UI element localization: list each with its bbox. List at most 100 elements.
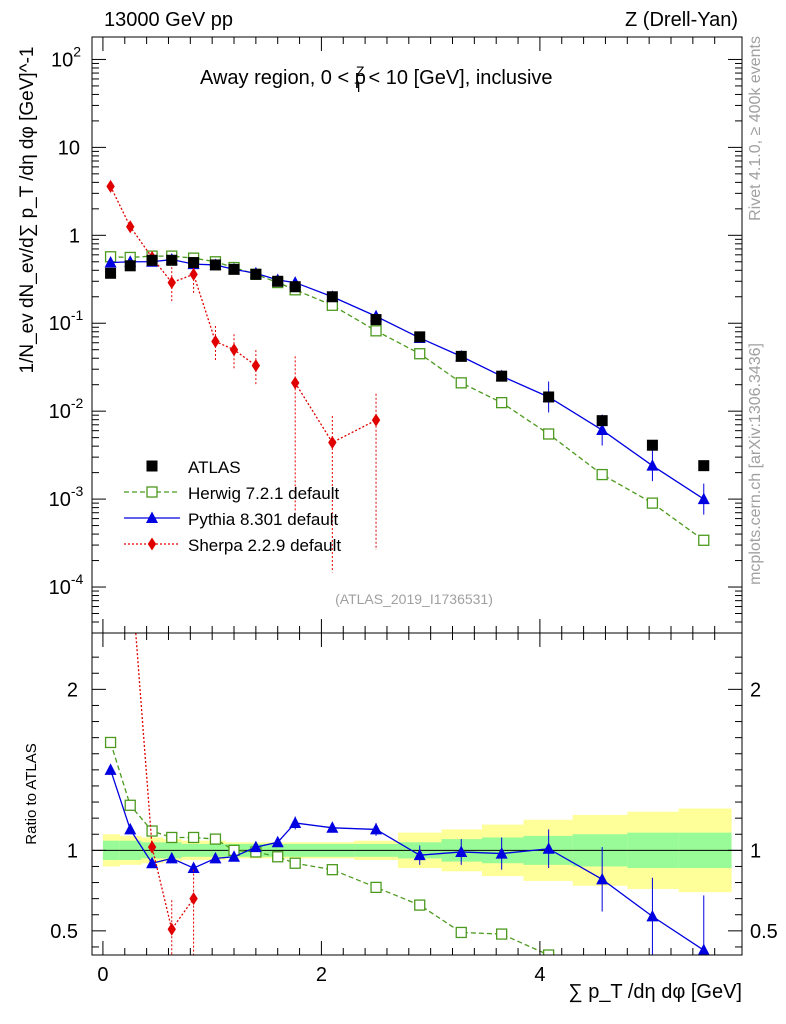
- x-axis-label: ∑ p_T /dη dφ [GeV]: [568, 981, 742, 1003]
- ratio-point: [414, 899, 426, 911]
- ratio-point: [146, 856, 159, 869]
- main-point: [166, 254, 178, 266]
- main-point: [290, 376, 300, 390]
- main-point: [104, 256, 117, 268]
- ratio-point: [326, 864, 338, 876]
- ratio-point: [104, 763, 117, 775]
- ratio-point: [167, 922, 176, 936]
- main-point: [414, 348, 426, 360]
- tick-base: 10: [49, 313, 71, 335]
- main-point: [272, 275, 284, 287]
- ratio-point: [124, 822, 137, 835]
- main-series: [104, 179, 710, 573]
- main-point: [596, 415, 608, 427]
- main-y-axis-label: 1/N_ev dN_ev/d∑ p_T /dη dφ [GeV]^-1: [17, 47, 38, 374]
- tick-base: 10: [49, 401, 71, 423]
- main-point: [455, 350, 467, 362]
- ratio-point: [697, 943, 710, 955]
- main-point: [698, 534, 710, 546]
- main-point: [250, 268, 262, 280]
- main-y-tick-label: 10-3: [49, 483, 84, 511]
- ratio-point: [495, 847, 508, 859]
- main-point: [289, 281, 301, 293]
- main-point: [414, 331, 426, 343]
- tick-exponent: -2: [71, 395, 84, 411]
- ratio-point: [413, 848, 426, 861]
- ratio-point: [455, 926, 467, 939]
- ratio-point: [165, 851, 178, 864]
- main-point: [496, 370, 508, 382]
- ratio-point: [189, 892, 198, 906]
- ratio-point: [289, 857, 301, 869]
- ratio-point: [104, 736, 117, 749]
- ratio-point: [597, 961, 607, 971]
- legend-label: Pythia 8.301 default: [188, 510, 339, 529]
- ratio-ticks: 0.5 0.5 1 1 2 2 0 2 4: [50, 633, 778, 986]
- tick-base: 10: [51, 49, 73, 71]
- main-point: [596, 423, 609, 436]
- main-point: [106, 179, 115, 193]
- legend-marker: [146, 486, 158, 498]
- main-point: [124, 260, 136, 272]
- legend-marker: [146, 460, 158, 472]
- ratio-y-tick-label-right: 0.5: [750, 921, 778, 943]
- ratio-point: [326, 821, 339, 833]
- ratio-frame: [91, 632, 743, 956]
- ratio-point: [370, 822, 383, 835]
- main-point: [328, 436, 337, 450]
- main-point: [229, 343, 239, 357]
- main-point: [543, 391, 555, 403]
- legend-label: Sherpa 2.2.9 default: [188, 536, 341, 555]
- rivet-version-label: Rivet 4.1.0, ≥ 400k events: [747, 36, 764, 221]
- main-point: [698, 460, 710, 472]
- main-point: [146, 254, 158, 266]
- tick-base: 10: [49, 489, 71, 511]
- main-point: [251, 359, 261, 373]
- tick-exponent: -1: [71, 307, 84, 323]
- ratio-point: [166, 831, 178, 844]
- ratio-panel: 0.5 0.5 1 1 2 2 0 2 4 Ratio to ATLAS: [23, 554, 778, 986]
- main-point: [126, 220, 135, 234]
- main-point: [697, 492, 710, 505]
- main-point: [209, 259, 221, 271]
- main-point: [596, 468, 608, 481]
- ratio-point: [647, 971, 657, 981]
- ratio-point: [272, 851, 284, 863]
- ratio-point: [542, 949, 555, 955]
- ratio-point: [496, 928, 508, 940]
- tick-base: 10: [49, 577, 71, 599]
- ratio-point: [370, 881, 382, 894]
- main-point: [326, 291, 338, 303]
- main-point: [542, 428, 555, 440]
- main-point: [105, 267, 117, 279]
- tick-exponent: 2: [73, 43, 81, 59]
- ratio-point: [209, 833, 222, 845]
- main-y-tick-label: 1: [69, 225, 80, 247]
- ratio-y-axis-label: Ratio to ATLAS: [23, 743, 40, 844]
- ratio-y-tick-label-right: 1: [750, 840, 761, 862]
- process-label: Z (Drell-Yan): [625, 9, 738, 31]
- main-line-3: [294, 382, 377, 444]
- main-point: [646, 459, 659, 471]
- ratio-y-tick-label-left: 1: [67, 840, 78, 862]
- main-point: [646, 439, 658, 451]
- main-point: [188, 257, 200, 269]
- main-y-tick-label: 10-4: [49, 571, 84, 599]
- ratio-point: [124, 799, 136, 811]
- ratio-point: [249, 840, 262, 853]
- x-tick-label: 4: [534, 964, 545, 986]
- ratio-series: [104, 554, 710, 981]
- ratio-point: [228, 850, 241, 862]
- ratio-point: [596, 872, 609, 885]
- legend-marker: [146, 511, 158, 523]
- ratio-point: [187, 831, 200, 844]
- ratio-point: [126, 554, 134, 567]
- main-point: [646, 497, 659, 509]
- ratio-y-tick-label-left: 2: [67, 679, 78, 701]
- main-point: [228, 263, 240, 275]
- ratio-point: [146, 825, 158, 837]
- ratio-point: [646, 909, 659, 922]
